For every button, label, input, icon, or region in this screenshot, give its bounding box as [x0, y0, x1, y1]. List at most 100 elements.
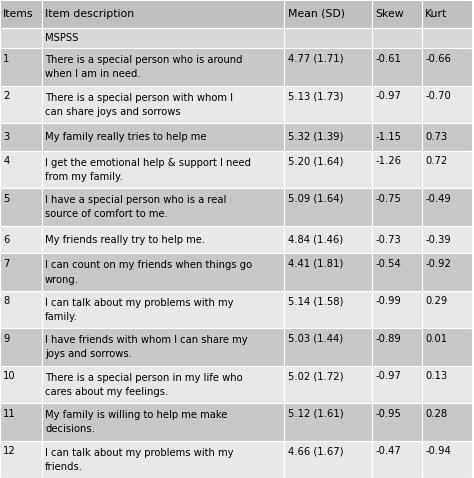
Bar	[284, 123, 372, 151]
Text: 4.84 (1.46): 4.84 (1.46)	[288, 235, 343, 245]
Text: cares about my feelings.: cares about my feelings.	[45, 387, 168, 397]
Text: from my family.: from my family.	[45, 172, 123, 182]
Text: joys and sorrows.: joys and sorrows.	[45, 349, 132, 359]
Text: There is a special person who is around: There is a special person who is around	[45, 55, 243, 65]
Text: -0.73: -0.73	[375, 235, 401, 245]
Text: -0.39: -0.39	[425, 235, 451, 245]
Bar	[372, 253, 422, 291]
Bar	[284, 403, 372, 441]
Bar	[284, 0, 372, 28]
Bar	[284, 86, 372, 123]
Text: 0.13: 0.13	[425, 371, 447, 381]
Bar	[372, 226, 422, 253]
Text: -0.94: -0.94	[425, 446, 451, 456]
Bar	[284, 441, 372, 478]
Text: 0.73: 0.73	[425, 132, 447, 142]
Text: -0.66: -0.66	[425, 54, 451, 64]
Bar	[284, 226, 372, 253]
Bar	[0, 226, 42, 253]
Text: decisions.: decisions.	[45, 424, 95, 435]
Text: 0.28: 0.28	[425, 409, 447, 419]
Bar	[42, 253, 284, 291]
Bar	[284, 48, 372, 86]
Bar	[422, 328, 472, 366]
Bar	[422, 366, 472, 403]
Text: My family is willing to help me make: My family is willing to help me make	[45, 410, 228, 420]
Bar	[42, 28, 284, 48]
Bar	[284, 188, 372, 226]
Text: -0.92: -0.92	[425, 259, 451, 269]
Text: My family really tries to help me: My family really tries to help me	[45, 132, 207, 142]
Text: 5.32 (1.39): 5.32 (1.39)	[288, 132, 343, 142]
Bar	[422, 151, 472, 188]
Bar	[284, 328, 372, 366]
Bar	[0, 151, 42, 188]
Bar	[0, 86, 42, 123]
Bar	[422, 0, 472, 28]
Bar	[422, 86, 472, 123]
Text: -0.54: -0.54	[375, 259, 401, 269]
Bar	[0, 403, 42, 441]
Bar	[0, 291, 42, 328]
Text: -0.49: -0.49	[425, 194, 451, 204]
Bar	[0, 366, 42, 403]
Text: -0.70: -0.70	[425, 91, 451, 101]
Text: when I am in need.: when I am in need.	[45, 69, 141, 79]
Text: 11: 11	[3, 409, 16, 419]
Text: 6: 6	[3, 235, 9, 245]
Bar	[42, 403, 284, 441]
Text: -0.97: -0.97	[375, 371, 401, 381]
Bar	[372, 403, 422, 441]
Bar	[422, 28, 472, 48]
Bar	[284, 28, 372, 48]
Text: -0.61: -0.61	[375, 54, 401, 64]
Text: -0.97: -0.97	[375, 91, 401, 101]
Bar	[422, 48, 472, 86]
Text: Items: Items	[3, 9, 34, 19]
Bar	[422, 226, 472, 253]
Text: 5.09 (1.64): 5.09 (1.64)	[288, 194, 343, 204]
Bar	[0, 123, 42, 151]
Text: 4: 4	[3, 156, 9, 166]
Bar	[284, 366, 372, 403]
Bar	[0, 188, 42, 226]
Text: I can talk about my problems with my: I can talk about my problems with my	[45, 447, 234, 457]
Text: 0.29: 0.29	[425, 296, 447, 306]
Text: I get the emotional help & support I need: I get the emotional help & support I nee…	[45, 158, 251, 168]
Bar	[284, 291, 372, 328]
Text: 5.20 (1.64): 5.20 (1.64)	[288, 156, 343, 166]
Bar	[42, 123, 284, 151]
Text: 4.77 (1.71): 4.77 (1.71)	[288, 54, 343, 64]
Bar	[42, 151, 284, 188]
Text: I can talk about my problems with my: I can talk about my problems with my	[45, 298, 234, 308]
Bar	[42, 441, 284, 478]
Text: wrong.: wrong.	[45, 275, 79, 284]
Text: 3: 3	[3, 132, 9, 142]
Text: -1.26: -1.26	[375, 156, 401, 166]
Bar	[422, 441, 472, 478]
Bar	[422, 291, 472, 328]
Text: 9: 9	[3, 334, 9, 344]
Text: -0.89: -0.89	[375, 334, 401, 344]
Bar	[0, 28, 42, 48]
Text: friends.: friends.	[45, 462, 83, 472]
Bar	[42, 188, 284, 226]
Bar	[372, 328, 422, 366]
Bar	[422, 253, 472, 291]
Text: -0.99: -0.99	[375, 296, 401, 306]
Bar	[42, 328, 284, 366]
Text: Skew: Skew	[375, 9, 404, 19]
Text: -0.75: -0.75	[375, 194, 401, 204]
Bar	[0, 253, 42, 291]
Text: 5.14 (1.58): 5.14 (1.58)	[288, 296, 343, 306]
Text: 5.12 (1.61): 5.12 (1.61)	[288, 409, 343, 419]
Text: -0.47: -0.47	[375, 446, 401, 456]
Text: -0.95: -0.95	[375, 409, 401, 419]
Text: family.: family.	[45, 312, 78, 322]
Text: 0.72: 0.72	[425, 156, 447, 166]
Text: 5.02 (1.72): 5.02 (1.72)	[288, 371, 343, 381]
Text: 4.66 (1.67): 4.66 (1.67)	[288, 446, 343, 456]
Bar	[42, 86, 284, 123]
Bar	[0, 48, 42, 86]
Text: 0.01: 0.01	[425, 334, 447, 344]
